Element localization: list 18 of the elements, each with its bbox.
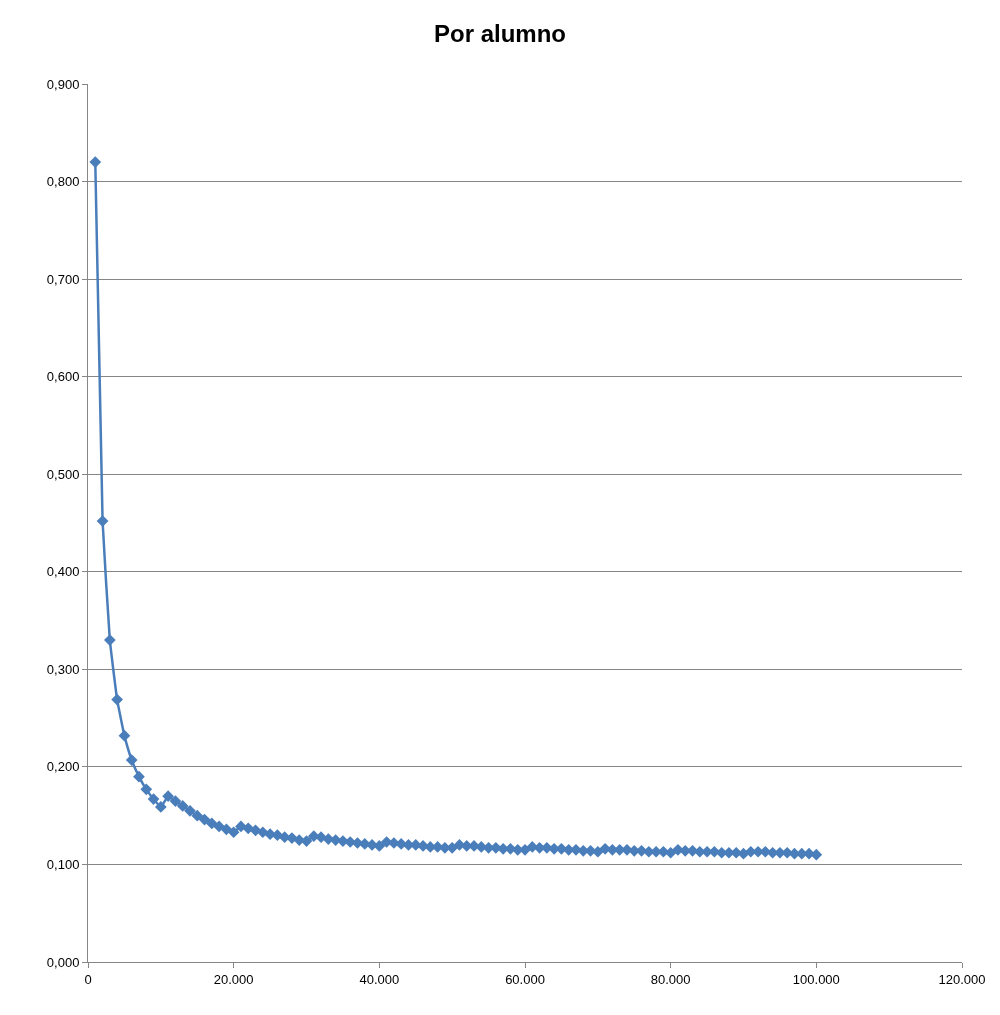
y-tick-label: 0,800 [46,174,80,190]
chart-title: Por alumno [433,20,567,48]
x-tick-label: 80.000 [650,971,691,987]
x-tick-label: 120.000 [938,971,986,987]
y-tick-label: 0,200 [46,759,80,775]
x-tick-label: 20.000 [213,971,254,987]
y-tick-label: 0,700 [46,271,80,287]
y-tick-label: 0,900 [46,76,80,92]
x-tick-label: 0 [84,971,92,987]
x-tick-label: 60.000 [505,971,545,987]
y-tick-label: 0,100 [46,856,80,872]
y-tick-label: 0,400 [46,564,80,580]
x-tick-label: 100.000 [792,971,840,987]
x-tick-label: 40.000 [359,971,400,987]
y-tick-label: 0,300 [46,661,80,677]
y-tick-label: 0,600 [46,369,80,385]
y-tick-label: 0,500 [46,466,80,482]
y-tick-label: 0,000 [46,954,80,970]
